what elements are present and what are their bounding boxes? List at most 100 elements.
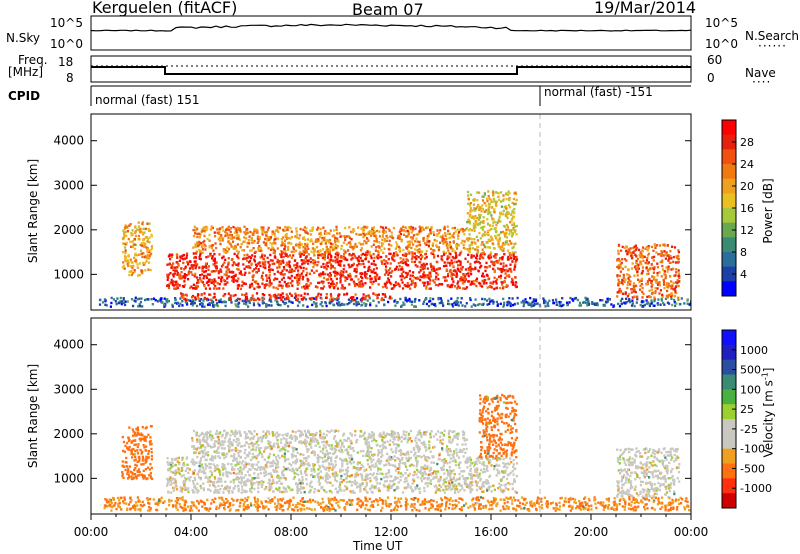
power-cell	[330, 255, 333, 259]
power-cell	[226, 277, 229, 280]
power-cell	[363, 273, 367, 276]
velocity-cell	[217, 477, 220, 480]
power-cell	[427, 233, 430, 236]
power-cell	[126, 230, 129, 233]
power-cell	[425, 287, 428, 290]
power-cell	[185, 254, 188, 257]
power-cell	[501, 243, 504, 247]
power-cell	[328, 241, 331, 244]
velocity-cell	[184, 485, 187, 488]
power-cell	[211, 255, 214, 258]
power-cell	[257, 262, 260, 265]
power-cell	[427, 304, 431, 308]
power-cell	[123, 246, 127, 249]
power-cell	[327, 281, 330, 285]
velocity-cell	[436, 462, 439, 466]
power-cell	[257, 268, 260, 271]
power-cell	[298, 301, 301, 304]
power-cell	[176, 286, 180, 289]
power-cell	[184, 293, 187, 296]
velocity-cell	[397, 486, 400, 489]
power-cell	[389, 252, 392, 256]
power-cell	[121, 251, 125, 254]
power-cell	[509, 304, 512, 308]
power-cell	[339, 273, 343, 276]
freq-panel	[90, 55, 692, 83]
power-cell	[481, 272, 484, 275]
power-cell	[182, 285, 185, 288]
power-cell	[655, 251, 658, 254]
velocity-cell	[470, 462, 474, 465]
power-cell	[360, 233, 363, 236]
power-cell	[501, 283, 504, 286]
power-cell	[233, 236, 236, 239]
power-cell	[246, 297, 249, 301]
velocity-cell	[472, 474, 475, 477]
velocity-cell	[390, 456, 393, 459]
power-cell	[492, 300, 495, 303]
power-cell	[200, 230, 203, 233]
power-cell	[372, 253, 375, 256]
velocity-cell	[504, 486, 507, 490]
power-cell	[343, 303, 346, 306]
power-cell	[283, 267, 286, 271]
power-cell	[383, 237, 386, 241]
power-cell	[477, 245, 480, 249]
power-cell	[192, 264, 195, 267]
power-cell	[252, 297, 255, 300]
velocity-cell	[260, 485, 263, 489]
power-cell	[619, 299, 622, 302]
power-cell	[163, 303, 166, 307]
power-cell	[292, 247, 295, 251]
power-cell	[468, 233, 471, 236]
power-cell	[319, 227, 322, 231]
power-cell	[280, 254, 283, 257]
velocity-cell	[397, 481, 400, 484]
velocity-cell	[272, 490, 275, 493]
velocity-cell	[488, 459, 492, 462]
power-cell	[473, 198, 476, 201]
power-cell	[176, 256, 179, 259]
power-cell	[342, 287, 345, 291]
power-cell	[323, 266, 326, 269]
velocity-cell	[188, 479, 191, 482]
power-cell	[275, 286, 278, 290]
velocity-cell	[502, 489, 505, 492]
power-cell	[276, 270, 279, 273]
velocity-cell	[486, 469, 489, 472]
velocity-cell	[366, 477, 369, 481]
velocity-cell	[232, 478, 235, 482]
velocity-cell	[191, 480, 195, 483]
power-cell	[353, 229, 356, 232]
velocity-cell	[469, 467, 473, 471]
power-cell	[384, 285, 387, 288]
power-cell	[330, 264, 333, 267]
power-cell	[261, 282, 264, 285]
velocity-cell	[419, 491, 422, 494]
velocity-cell	[276, 481, 279, 485]
power-cell	[187, 299, 190, 302]
power-cell	[215, 269, 218, 272]
power-cell	[454, 256, 457, 259]
power-cell	[451, 249, 454, 253]
power-cell	[320, 254, 323, 257]
power-cell	[578, 304, 581, 307]
power-cell	[142, 227, 145, 231]
power-cell	[490, 206, 493, 209]
velocity-cell	[296, 489, 299, 492]
power-cell	[290, 268, 293, 271]
velocity-cell	[492, 457, 495, 460]
power-cell	[455, 272, 458, 275]
power-cell	[660, 250, 663, 253]
power-cell	[414, 240, 417, 243]
power-cell	[243, 267, 246, 271]
power-cell	[438, 232, 441, 235]
power-cell	[502, 247, 505, 250]
power-cell	[408, 269, 411, 273]
power-cell	[337, 263, 340, 266]
power-cell	[340, 287, 343, 290]
power-cell	[273, 272, 276, 276]
power-cell	[283, 248, 286, 251]
velocity-cell	[399, 479, 402, 482]
